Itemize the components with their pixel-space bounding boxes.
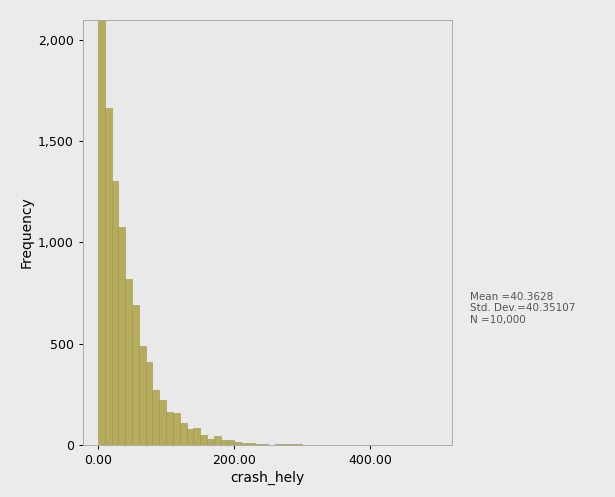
Bar xyxy=(282,444,288,445)
Bar xyxy=(119,227,125,445)
Bar xyxy=(153,390,159,445)
X-axis label: crash_hely: crash_hely xyxy=(231,471,304,485)
Bar xyxy=(288,444,295,445)
Bar xyxy=(180,423,186,445)
Bar xyxy=(214,436,221,445)
Y-axis label: Frequency: Frequency xyxy=(20,196,34,268)
Bar xyxy=(207,439,214,445)
Bar xyxy=(105,108,111,445)
Bar xyxy=(193,428,200,445)
Bar xyxy=(173,413,180,445)
Bar xyxy=(166,412,173,445)
Bar xyxy=(111,181,119,445)
Bar xyxy=(261,444,268,445)
Bar xyxy=(186,429,193,445)
Bar xyxy=(146,362,153,445)
Text: Mean =40.3628
Std. Dev.=40.35107
N =10,000: Mean =40.3628 Std. Dev.=40.35107 N =10,0… xyxy=(470,292,576,325)
Bar xyxy=(228,440,234,445)
Bar xyxy=(139,346,146,445)
Bar xyxy=(132,305,139,445)
Bar xyxy=(200,435,207,445)
Bar xyxy=(159,400,166,445)
Bar xyxy=(125,279,132,445)
Bar xyxy=(98,0,105,445)
Bar xyxy=(234,442,241,445)
Bar xyxy=(248,443,255,445)
Bar xyxy=(241,443,248,445)
Bar xyxy=(221,440,228,445)
